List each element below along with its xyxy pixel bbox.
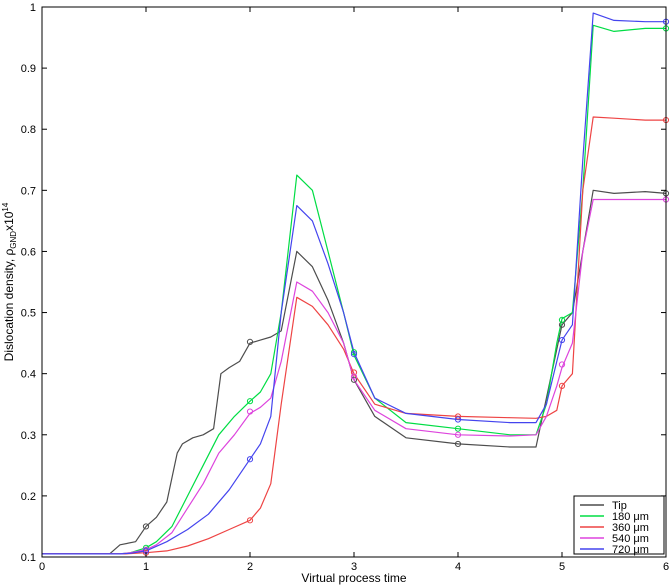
- series-line-2: [42, 116, 666, 555]
- y-axis-label-superscript: 14: [1, 202, 10, 211]
- legend-label-3: 540 μm: [612, 533, 649, 545]
- series-3-marker: [558, 361, 566, 368]
- y-axis-label-prefix: Dislocation density,: [2, 256, 16, 362]
- legend-label-1: 180 μm: [612, 511, 649, 523]
- series-0-marker: [142, 523, 150, 530]
- x-axis-label: Virtual process time: [301, 571, 406, 585]
- series-0-marker: [350, 376, 358, 383]
- legend-label-unit: m: [640, 544, 649, 556]
- series-0-marker: [454, 440, 462, 448]
- y-axis-label-symbol: ρ: [2, 249, 16, 256]
- series-line-4: [42, 12, 666, 555]
- series-line-3: [42, 198, 666, 555]
- legend-label-mu: μ: [633, 533, 639, 545]
- legend-label-unit: m: [640, 522, 649, 534]
- plot-frame: [41, 6, 667, 558]
- y-axis-label: Dislocation density, ρGNDx1014: [1, 202, 18, 361]
- series-1-marker: [454, 425, 462, 432]
- series-3-marker: [350, 373, 358, 380]
- legend-label-unit: m: [640, 511, 649, 523]
- series-layer: [42, 12, 666, 555]
- series-2-marker: [246, 517, 254, 524]
- y-axis-label-subscript: GND: [9, 231, 18, 249]
- legend-label-value: 360: [612, 522, 633, 534]
- y-tick-label: 0.3: [21, 430, 36, 442]
- series-4-marker: [454, 416, 462, 423]
- axis-ticks: [41, 6, 667, 558]
- marker-layer: [142, 18, 670, 556]
- series-4-marker: [350, 351, 358, 358]
- series-1-marker: [246, 398, 254, 405]
- series-2-marker: [558, 382, 566, 389]
- legend-label-unit: m: [640, 533, 649, 545]
- x-tick-label: 0: [39, 561, 45, 573]
- y-tick-label: 0.1: [21, 552, 36, 564]
- legend-label-value: 540: [612, 533, 633, 545]
- x-tick-labels: 0 1 2 3 4 5 6: [39, 561, 669, 573]
- legend-label-4: 720 μm: [612, 544, 649, 556]
- legend-label-value: 720: [612, 544, 633, 556]
- x-tick-label: 2: [247, 561, 253, 573]
- legend-label-value: 180: [612, 511, 633, 523]
- series-3-marker: [454, 431, 462, 438]
- series-2-marker: [454, 413, 462, 420]
- series-4-marker: [558, 336, 566, 344]
- series-4-marker: [246, 456, 254, 463]
- y-tick-label: 0.8: [21, 124, 36, 136]
- series-0-marker: [246, 338, 254, 345]
- legend-label-mu: μ: [633, 511, 639, 523]
- series-3-marker: [246, 408, 254, 415]
- y-tick-labels: 0.1 0.2 0.3 0.4 0.5 0.6 0.7 0.8 0.9 1: [21, 2, 36, 564]
- x-tick-label: 6: [663, 561, 669, 573]
- y-tick-label: 0.2: [21, 491, 36, 503]
- y-tick-label: 0.5: [21, 308, 36, 320]
- y-tick-label: 0.4: [21, 369, 36, 381]
- x-tick-label: 4: [455, 561, 461, 573]
- series-line-0: [42, 189, 666, 555]
- y-axis-label-mult: x10: [2, 211, 16, 231]
- series-line-1: [42, 24, 666, 555]
- x-tick-label: 5: [559, 561, 565, 573]
- legend-label-mu: μ: [633, 522, 639, 534]
- legend-label-0: Tip: [612, 500, 627, 512]
- y-tick-label: 0.7: [21, 185, 36, 197]
- x-tick-label: 3: [351, 561, 357, 573]
- y-tick-label: 0.9: [21, 63, 36, 75]
- legend-label-mu: μ: [633, 544, 639, 556]
- x-tick-label: 1: [143, 561, 149, 573]
- series-1-marker: [350, 349, 358, 356]
- series-2-marker: [350, 369, 358, 376]
- y-tick-label: 1: [30, 2, 36, 14]
- y-tick-label: 0.6: [21, 246, 36, 258]
- legend-label-2: 360 μm: [612, 522, 649, 534]
- series-1-marker: [558, 316, 566, 323]
